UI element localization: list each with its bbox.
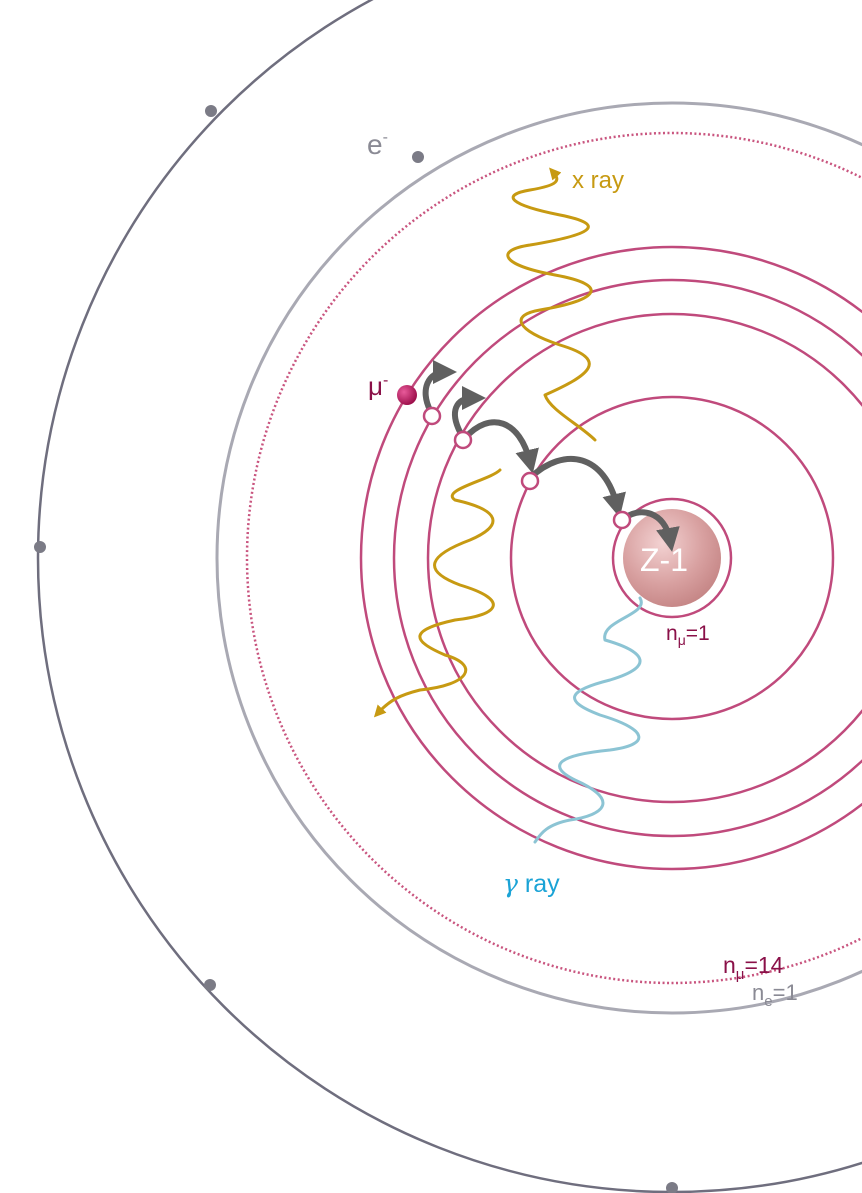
transition-arrow [422, 360, 457, 413]
electron-label: e- [367, 129, 388, 160]
n-mu-14-label: nμ=14 [723, 952, 784, 983]
outer-electron-orbit [36, 0, 862, 1193]
muon-vacancy [612, 510, 632, 530]
gamma-ray-wave [533, 596, 643, 844]
muon-orbit [359, 245, 862, 871]
muon [397, 385, 417, 405]
muon-orbit-n14 [245, 131, 862, 985]
electron-dot [205, 105, 217, 117]
xray-wave-upper [506, 167, 597, 442]
electron-dot [412, 151, 424, 163]
muon-orbit [426, 312, 862, 804]
muon-vacancy [453, 430, 473, 450]
electron-dot [666, 1182, 678, 1193]
electron-orbit-ne1 [215, 101, 862, 1015]
muon-label: μ- [368, 371, 388, 401]
electron-dot [34, 541, 46, 553]
transition-arrow [527, 456, 626, 518]
muon-orbit [509, 395, 835, 721]
nucleus [623, 509, 721, 607]
muon-orbit-n1 [611, 497, 733, 619]
muon-vacancy [520, 471, 540, 491]
muon-vacancy [422, 406, 442, 426]
transition-arrow [462, 419, 539, 474]
n-mu-1-label: nμ=1 [666, 622, 710, 648]
transition-arrow [452, 386, 486, 435]
xray-wave-lower [373, 468, 502, 718]
electron-dot [204, 979, 216, 991]
xray-label: x ray [572, 167, 624, 194]
muon-orbit [392, 278, 862, 838]
n-e-1-label: ne=1 [752, 980, 798, 1010]
nucleus-label: Z-1 [640, 542, 688, 578]
gamma-ray-label: γ ray [503, 869, 560, 898]
